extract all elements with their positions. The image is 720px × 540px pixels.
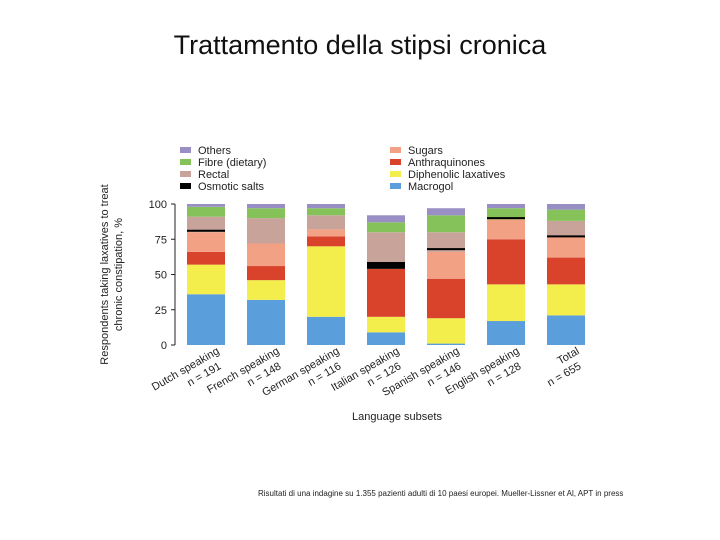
bar-segment-fibre-dietary: [307, 208, 345, 216]
bar-segment-others: [307, 204, 345, 209]
legend-label-anthraquinones: Anthraquinones: [408, 157, 486, 169]
stacked-bar-chart: Others Sugars Fibre (dietary) Anthraquinone…: [99, 145, 585, 423]
bar-segment-anthraquinones: [487, 239, 525, 285]
bar-segment-others: [547, 204, 585, 210]
x-axis-title: Language subsets: [352, 411, 442, 423]
bar-segment-rectal: [307, 215, 345, 230]
bar-segment-anthraquinones: [367, 268, 405, 317]
legend-label-others: Others: [198, 145, 232, 157]
bar-segment-rectal: [367, 232, 405, 262]
y-tick-label-25: 25: [155, 305, 167, 317]
bar-segment-osmotic-salts: [367, 261, 405, 269]
y-tick-label-0: 0: [161, 340, 167, 352]
legend-label-diphenolic-laxatives: Diphenolic laxatives: [408, 169, 506, 181]
bar-segment-macrogol: [247, 299, 285, 345]
y-axis-title: Respondents taking laxatives to treat: [99, 184, 111, 364]
bar-segment-fibre-dietary: [247, 208, 285, 219]
chart-axes: 0 25 50 75 100: [149, 199, 176, 352]
bar-segment-diphenolic-laxatives: [187, 264, 225, 295]
y-axis-title-line2: chronic constipation, %: [113, 218, 125, 331]
bar-segment-sugars: [247, 243, 285, 267]
y-tick-label-50: 50: [155, 270, 167, 282]
bar-segment-fibre-dietary: [367, 222, 405, 233]
bar-segment-macrogol: [547, 315, 585, 345]
legend-swatch-anthraquinones: [390, 159, 401, 165]
bar-segment-fibre-dietary: [187, 206, 225, 217]
legend-swatch-sugars: [390, 147, 401, 153]
bar-segment-diphenolic-laxatives: [307, 246, 345, 317]
bar-segment-macrogol: [487, 321, 525, 345]
bar-segment-others: [367, 215, 405, 223]
bar-segment-anthraquinones: [187, 251, 225, 265]
bar-segment-macrogol: [187, 294, 225, 345]
source-caption: Risultati di una indagine su 1.355 pazie…: [258, 489, 624, 498]
bar-segment-rectal: [187, 216, 225, 233]
bar-segment-anthraquinones: [427, 278, 465, 319]
y-tick-label-100: 100: [149, 199, 167, 211]
bar-segment-macrogol: [307, 316, 345, 345]
bar-segment-macrogol: [427, 343, 465, 345]
bar-segment-diphenolic-laxatives: [547, 284, 585, 316]
legend-label-fibre-dietary: Fibre (dietary): [198, 157, 266, 169]
bar-segment-fibre-dietary: [427, 215, 465, 233]
bar-segment-sugars: [487, 219, 525, 240]
bar-segment-rectal: [247, 218, 285, 244]
bar-segment-sugars: [427, 251, 465, 279]
legend-label-sugars: Sugars: [408, 145, 443, 157]
chart-legend: Others Sugars Fibre (dietary) Anthraquinone…: [180, 145, 506, 193]
legend-swatch-fibre-dietary: [180, 159, 191, 165]
legend-swatch-macrogol: [390, 183, 401, 189]
legend-swatch-diphenolic-laxatives: [390, 171, 401, 177]
bar-segment-sugars: [307, 229, 345, 237]
bar-segment-diphenolic-laxatives: [427, 318, 465, 344]
bar-segment-others: [247, 204, 285, 209]
bar-segment-anthraquinones: [307, 236, 345, 247]
bar-segment-diphenolic-laxatives: [487, 284, 525, 322]
bar-segment-rectal: [547, 220, 585, 237]
bar-segment-rectal: [427, 232, 465, 252]
bar-segment-diphenolic-laxatives: [367, 316, 405, 333]
legend-label-osmotic-salts: Osmotic salts: [198, 181, 265, 193]
bar-segment-sugars: [187, 232, 225, 252]
legend-swatch-osmotic-salts: [180, 183, 191, 189]
legend-swatch-others: [180, 147, 191, 153]
legend-swatch-rectal: [180, 171, 191, 177]
bar-segment-diphenolic-laxatives: [247, 280, 285, 300]
bar-segment-sugars: [547, 236, 585, 258]
chart-bars: [187, 204, 585, 345]
bar-segment-anthraquinones: [547, 257, 585, 285]
legend-label-rectal: Rectal: [198, 169, 229, 181]
bar-segment-others: [487, 204, 525, 209]
slide-title: Trattamento della stipsi cronica: [173, 30, 547, 60]
bar-segment-fibre-dietary: [487, 208, 525, 220]
bar-segment-fibre-dietary: [547, 209, 585, 221]
bar-segment-anthraquinones: [247, 266, 285, 281]
y-tick-label-75: 75: [155, 234, 167, 246]
bar-segment-others: [427, 208, 465, 216]
bar-segment-others: [187, 204, 225, 207]
legend-label-macrogol: Macrogol: [408, 181, 453, 193]
bar-segment-macrogol: [367, 332, 405, 345]
